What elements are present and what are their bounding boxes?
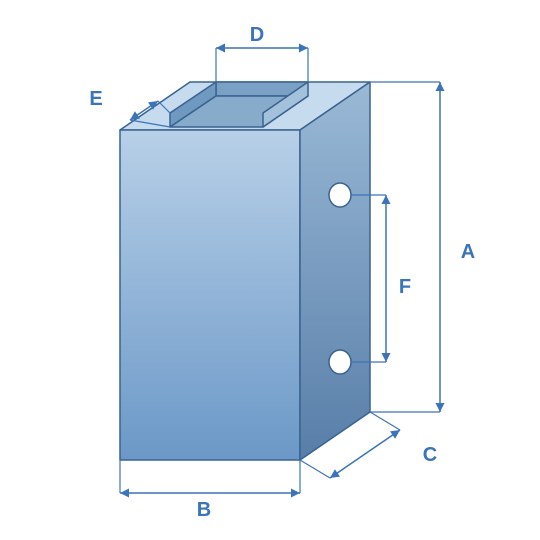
dimension-label-e: E (89, 88, 102, 110)
dimension-diagram: A B C D E F (0, 0, 540, 540)
block-side-face (300, 82, 370, 460)
dimension-label-a: A (461, 241, 475, 263)
dimension-line-c (330, 430, 400, 478)
block-front-face (120, 130, 300, 460)
hole-top (329, 183, 351, 207)
dimension-label-b: B (197, 499, 211, 521)
dimension-label-d: D (250, 24, 264, 46)
dimension-label-c: C (423, 444, 437, 466)
hole-bottom (329, 350, 351, 374)
dimension-label-f: F (399, 276, 411, 298)
